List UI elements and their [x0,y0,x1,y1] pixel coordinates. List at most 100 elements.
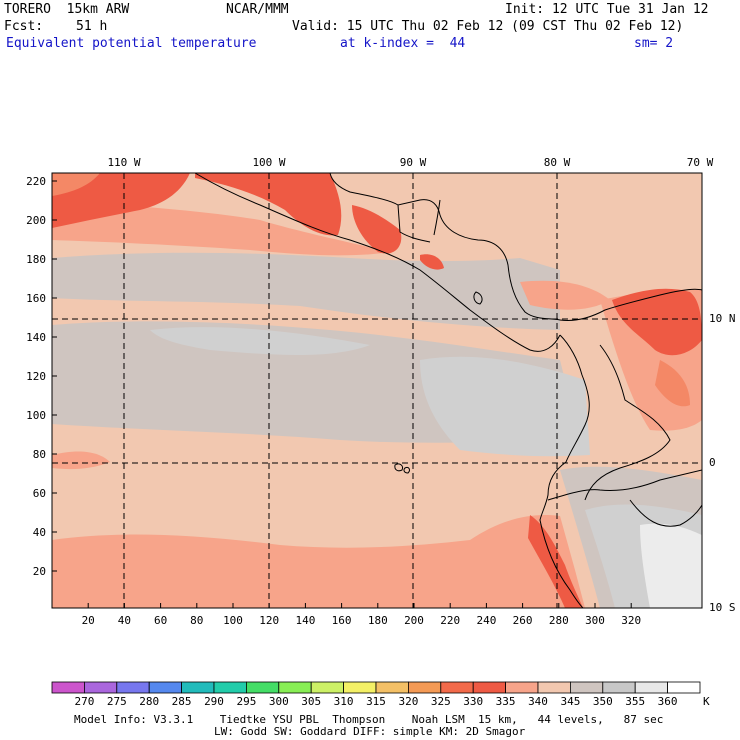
colorbar-swatch [116,681,150,694]
red-peru-coast [528,515,583,608]
colorbar-label: 360 [658,695,678,708]
lon-label: 110 W [107,156,140,169]
red-guatemala [352,205,402,254]
colorbar-swatch [375,681,409,694]
salmon-patch-1 [52,451,110,470]
colorbar-swatch [634,681,669,694]
colombia-border [584,344,671,501]
lat-label: 0 [709,456,716,469]
gray-patch-2 [420,356,590,457]
colorbar-label: 350 [593,695,613,708]
x-tick-label: 180 [368,614,388,627]
colorbar-swatch [440,681,474,694]
red-honduras [420,254,444,270]
x-tick-label: 80 [190,614,203,627]
central-america-pacific-coast [194,173,561,352]
colorbar-swatch [343,681,377,694]
x-tick-label: 320 [621,614,641,627]
colorbar-label: 330 [463,695,483,708]
lon-label: 80 W [544,156,571,169]
colorbar-label: 310 [334,695,354,708]
colorbar-label: 355 [625,695,645,708]
x-tick-label: 240 [476,614,496,627]
lat-label: 10 S [709,601,736,614]
colorbar-label: 320 [398,695,418,708]
pale-altiplano [640,523,702,608]
colorbar-swatch [537,681,571,694]
colorbar: 270 275 280 285 290 295 300 305 310 315 320 325 330 3… [51,681,710,708]
map-frame [51,172,703,609]
colorbar-label: 300 [269,695,289,708]
colorbar-swatch [505,681,539,694]
forecast-hour: 51 h [76,19,108,34]
y-tick-label: 200 [26,214,46,227]
y-tick-label: 60 [33,487,46,500]
colorbar-label: 280 [139,695,159,708]
x-tick-label: 140 [295,614,315,627]
coastlines [194,173,702,608]
graticule [52,173,702,608]
x-tick-label: 60 [154,614,167,627]
belize-border [433,199,441,236]
colorbar-swatch [245,681,280,694]
colorbar-swatch [310,681,345,694]
red-mexico-coast [195,173,342,236]
lon-label: 100 W [252,156,285,169]
colorbar-swatch [148,681,182,694]
lon-label: 70 W [687,156,714,169]
salmon-panama [520,280,610,310]
gray-patch-1 [150,327,370,355]
colorbar-swatch [602,681,636,694]
lat-label: 10 N [709,312,736,325]
x-tick-label: 20 [82,614,95,627]
forecast-label: Fcst: [4,19,44,34]
y-tick-label: 140 [26,331,46,344]
orange-northwest [52,173,100,196]
colorbar-label: 345 [560,695,580,708]
y-tick-label: 120 [26,370,46,383]
salmon-band-north [52,200,390,256]
south-america-pacific-coast [539,334,590,608]
model-info-line-1: Model Info: V3.3.1 Tiedtke YSU PBL Thomp… [74,713,664,726]
salmon-band-south [52,515,585,608]
y-tick-label: 220 [26,175,46,188]
colorbar-label: 325 [431,695,451,708]
model-name: TORERO 15km ARW [4,2,130,17]
red-northwest [52,173,190,228]
lon-label: 90 W [400,156,427,169]
x-tick-label: 40 [118,614,131,627]
galapagos-islands [394,463,410,474]
colorbar-swatch [472,681,507,694]
init-time: Init: 12 UTC Tue 31 Jan 12 [505,2,709,17]
y-tick-label: 40 [33,526,46,539]
x-tick-label: 100 [223,614,243,627]
colorbar-swatch [51,681,85,694]
colorbar-swatch [407,681,442,694]
theta-e-field [52,173,702,608]
colorbar-label: 285 [172,695,192,708]
x-tick-label: 220 [440,614,460,627]
colorbar-label: 335 [496,695,516,708]
colorbar-label: 315 [366,695,386,708]
central-america-caribbean-coast [329,173,561,321]
colorbar-swatch [278,681,312,694]
field-name: Equivalent potential temperature [6,36,257,51]
colorbar-swatch [181,681,215,694]
colorbar-label: 295 [236,695,256,708]
x-tick-label: 300 [585,614,605,627]
gray-band-north [52,252,560,330]
colorbar-swatch [667,681,701,694]
tick-marks [52,180,632,608]
peru-border [547,469,702,501]
colorbar-label: 270 [74,695,94,708]
colorbar-label: 305 [301,695,321,708]
organization: NCAR/MMM [226,2,289,17]
x-tick-label: 280 [549,614,569,627]
red-venezuela [612,288,702,356]
y-tick-label: 160 [26,292,46,305]
colorbar-swatch [213,681,247,694]
colorbar-swatch [84,681,118,694]
x-tick-label: 120 [259,614,279,627]
bolivia-border [629,499,702,527]
smoothing-info: sm= 2 [634,36,674,51]
